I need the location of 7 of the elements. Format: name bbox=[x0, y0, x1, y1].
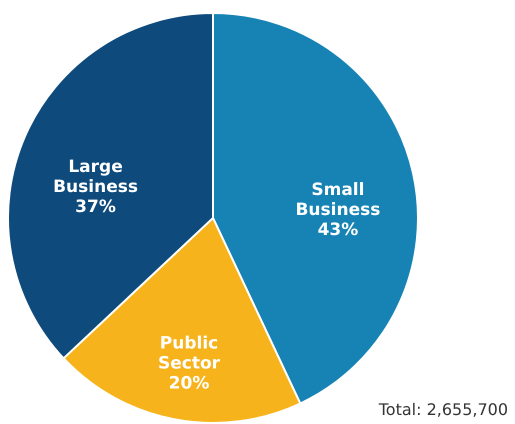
data-label: 37% bbox=[75, 197, 116, 218]
text: Total: 2,655,700 bbox=[378, 400, 508, 419]
slice-label: Large Business bbox=[53, 157, 138, 198]
slice-label: Public Sector bbox=[158, 334, 221, 374]
data-label: 43% bbox=[318, 220, 358, 240]
data-label: 20% bbox=[168, 374, 210, 394]
slice-label: Small Business bbox=[295, 180, 380, 220]
